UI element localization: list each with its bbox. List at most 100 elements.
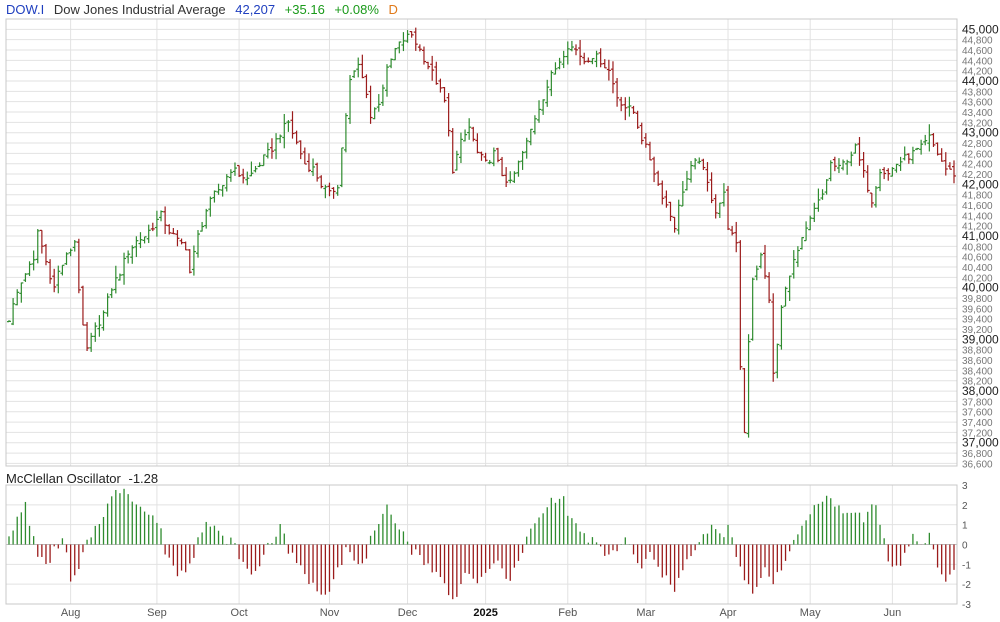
ohlc-bar [931,133,936,147]
price-grid [6,19,957,466]
ohlc-bar [311,158,316,177]
ohlc-bar [861,152,866,178]
ohlc-bar [302,147,307,165]
ohlc-bar [672,216,677,233]
price-tick-label: 39,000 [962,332,999,346]
ohlc-bar [763,244,767,279]
ohlc-bar [150,222,155,232]
ohlc-bar [89,332,94,352]
ohlc-bar [348,75,353,124]
price-tick-label: 40,400 [962,263,993,274]
ohlc-bar [758,252,763,269]
price-tick-label: 44,200 [962,67,993,78]
ohlc-bar [76,238,81,294]
ohlc-bar [668,201,673,222]
price-tick-label: 37,200 [962,428,993,439]
ohlc-bar [841,159,846,171]
x-tick-label: Mar [636,607,655,619]
ohlc-bar [853,143,858,154]
ohlc-bar [397,41,402,54]
ohlc-bar [869,192,874,208]
ohlc-bar [795,246,800,268]
x-tick-label: Dec [398,607,418,619]
ohlc-bar [122,252,127,285]
price-tick-label: 44,600 [962,46,993,57]
x-tick-label: May [800,607,821,619]
ohlc-bar [327,182,332,197]
x-tick-label: Jun [883,607,901,619]
ohlc-bar [590,57,595,65]
price-tick-label: 38,200 [962,377,993,388]
price-tick-label: 39,200 [962,325,993,336]
x-tick-label: Feb [558,607,577,619]
ohlc-bar [520,150,525,170]
ohlc-bar [364,74,369,99]
ohlc-bar [380,84,385,106]
ohlc-bar [643,133,648,148]
ohlc-bar [56,265,61,294]
symbol-label[interactable]: DOW.I [6,2,45,17]
ohlc-bar [713,194,718,219]
ohlc-bar [23,273,28,282]
ohlc-bar [463,129,468,142]
ohlc-bar [286,120,291,132]
ohlc-bar [606,59,611,81]
ohlc-bar [290,111,295,139]
ohlc-bar [331,187,336,199]
ohlc-bar [878,168,883,192]
price-tick-label: 43,200 [962,118,993,129]
ohlc-bar [738,240,743,370]
ohlc-bar [541,99,546,115]
oscillator-name: McClellan Oscillator [6,471,121,486]
ohlc-bar [886,168,891,181]
ohlc-bar [241,168,246,184]
ohlc-bar [787,275,792,301]
ohlc-bar [438,78,443,93]
ohlc-bar [134,236,139,258]
ohlc-bar [232,162,237,176]
ohlc-bar [569,40,574,52]
ohlc-bar [200,221,205,232]
ohlc-bar [60,264,65,276]
price-tick-label: 43,000 [962,126,999,140]
ohlc-bar [117,273,122,281]
ohlc-bar [64,252,69,265]
ohlc-bar [586,57,591,63]
ohlc-bar [80,285,85,326]
ohlc-bar [356,57,361,78]
ohlc-bar [352,70,357,78]
price-tick-label: 38,600 [962,356,993,367]
x-tick-label: Aug [61,607,81,619]
ohlc-bar [639,122,644,145]
ohlc-bar [450,128,455,174]
ohlc-bar [105,293,110,317]
ohlc-bar [245,171,250,186]
ohlc-bar [35,229,40,264]
price-tick-label: 40,800 [962,242,993,253]
frequency-toggle[interactable]: D [388,2,398,17]
price-axis: 36,60036,80037,00037,20037,40037,60037,8… [962,22,999,470]
price-tick-label: 44,000 [962,74,999,88]
ohlc-bar [294,130,299,145]
x-axis: Aug Sep Oct Nov Dec 2025 Feb Mar Apr May Jun [61,607,901,619]
ohlc-bar [360,54,365,79]
ohlc-bar [524,137,529,159]
price-tick-label: 42,600 [962,149,993,160]
ohlc-bar [574,44,578,56]
price-tick-label: 41,400 [962,211,993,222]
ohlc-bar [882,167,887,180]
ohlc-bar [430,55,435,81]
ohlc-bar [237,164,242,177]
price-tick-label: 44,400 [962,56,993,67]
ohlc-bar [664,190,669,208]
ohlc-bar [537,100,542,123]
price-tick-label: 44,800 [962,36,993,47]
ohlc-bar [615,78,620,107]
ohlc-bar [943,152,948,176]
ohlc-bar [163,206,168,235]
ohlc-bar [836,158,841,174]
ohlc-bar [319,175,324,189]
ohlc-bar [915,147,920,151]
ohlc-bar [368,85,373,124]
